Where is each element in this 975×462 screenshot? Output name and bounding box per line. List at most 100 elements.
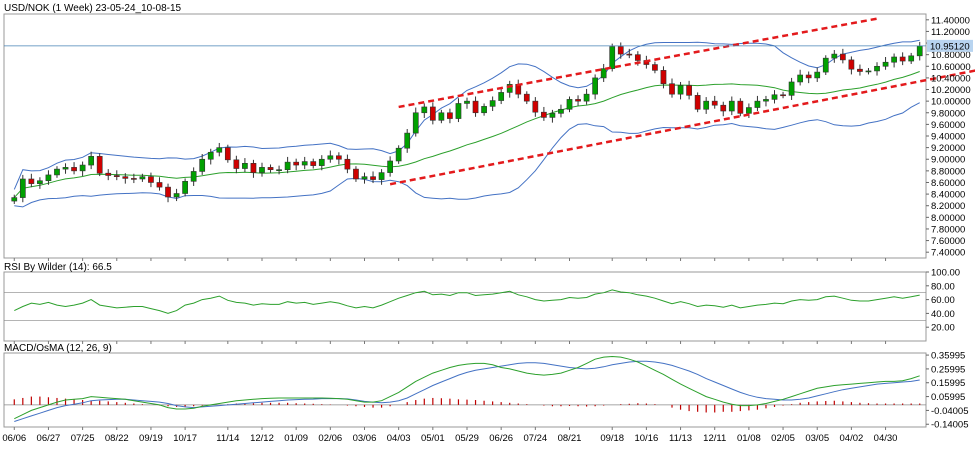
candle[interactable] — [728, 96, 735, 116]
candle[interactable] — [378, 169, 385, 185]
candle[interactable] — [609, 43, 616, 72]
candle[interactable] — [891, 53, 897, 68]
candle[interactable] — [242, 158, 248, 173]
candle[interactable] — [224, 144, 231, 163]
candle[interactable] — [182, 178, 188, 197]
candle[interactable] — [412, 107, 419, 137]
candle[interactable] — [404, 129, 411, 153]
candle[interactable] — [165, 183, 171, 203]
candle[interactable] — [669, 78, 675, 98]
candle[interactable] — [489, 96, 496, 112]
candle[interactable] — [130, 173, 137, 184]
candle[interactable] — [199, 154, 206, 175]
candle[interactable] — [37, 177, 43, 189]
candle[interactable] — [11, 194, 18, 204]
candle[interactable] — [720, 101, 727, 117]
candle[interactable] — [686, 80, 692, 100]
candle[interactable] — [839, 48, 846, 64]
candle[interactable] — [822, 55, 829, 75]
candle[interactable] — [754, 95, 761, 112]
candle[interactable] — [250, 159, 257, 178]
candle[interactable] — [387, 156, 393, 177]
candle[interactable] — [276, 165, 282, 175]
candle[interactable] — [361, 172, 368, 184]
candle[interactable] — [233, 155, 240, 174]
candle[interactable] — [797, 69, 804, 86]
candle[interactable] — [660, 66, 667, 89]
candle[interactable] — [293, 158, 300, 171]
candle[interactable] — [353, 166, 359, 182]
candle[interactable] — [139, 173, 146, 182]
candle[interactable] — [62, 163, 69, 174]
candle[interactable] — [216, 142, 223, 157]
candle[interactable] — [370, 171, 376, 184]
candle[interactable] — [481, 103, 487, 116]
candle[interactable] — [173, 188, 180, 202]
candle[interactable] — [88, 151, 95, 170]
candle[interactable] — [79, 161, 86, 177]
candle[interactable] — [113, 170, 120, 181]
candle[interactable] — [617, 42, 624, 59]
candle[interactable] — [865, 68, 872, 75]
candle[interactable] — [259, 162, 265, 177]
candle[interactable] — [429, 102, 436, 125]
candle[interactable] — [148, 172, 154, 188]
candle[interactable] — [549, 109, 556, 123]
upper-channel-trendline[interactable] — [398, 17, 878, 109]
candle[interactable] — [677, 81, 684, 100]
candle[interactable] — [899, 52, 906, 66]
candle[interactable] — [96, 153, 103, 177]
candle[interactable] — [558, 104, 564, 118]
candle[interactable] — [874, 62, 880, 76]
candle[interactable] — [395, 145, 402, 164]
candle[interactable] — [805, 71, 812, 84]
candle[interactable] — [344, 154, 351, 174]
candle[interactable] — [541, 106, 547, 121]
candle[interactable] — [626, 48, 633, 59]
candle[interactable] — [652, 61, 658, 74]
candle[interactable] — [318, 155, 325, 171]
candle[interactable] — [788, 77, 795, 100]
candle[interactable] — [592, 74, 598, 100]
candle[interactable] — [207, 148, 214, 165]
candle[interactable] — [848, 56, 855, 75]
candle[interactable] — [122, 173, 129, 184]
candle[interactable] — [455, 98, 462, 123]
candle[interactable] — [694, 92, 701, 113]
lower-channel-trendline[interactable] — [389, 69, 975, 186]
candle[interactable] — [28, 173, 35, 188]
candle[interactable] — [908, 52, 915, 64]
candle[interactable] — [506, 80, 513, 98]
candle[interactable] — [523, 91, 530, 105]
candle[interactable] — [600, 63, 607, 82]
candle[interactable] — [780, 91, 786, 99]
candle[interactable] — [575, 95, 581, 106]
candle[interactable] — [447, 108, 453, 124]
candle[interactable] — [421, 103, 428, 118]
candle[interactable] — [45, 170, 52, 185]
rsi-panel[interactable] — [4, 289, 926, 321]
candle[interactable] — [284, 156, 291, 174]
candle[interactable] — [71, 162, 77, 175]
candle[interactable] — [857, 64, 863, 76]
candle[interactable] — [532, 97, 539, 117]
candle[interactable] — [703, 97, 710, 114]
candle[interactable] — [882, 56, 889, 70]
candle[interactable] — [301, 156, 308, 170]
candle[interactable] — [583, 88, 590, 105]
candle[interactable] — [737, 98, 744, 117]
candle[interactable] — [54, 166, 60, 178]
candle[interactable] — [156, 177, 163, 191]
candle[interactable] — [310, 158, 317, 169]
candle[interactable] — [763, 95, 769, 107]
candle[interactable] — [438, 109, 445, 124]
candle[interactable] — [336, 152, 342, 165]
candle[interactable] — [19, 174, 26, 203]
candle[interactable] — [566, 96, 573, 113]
candle[interactable] — [105, 169, 112, 181]
macd-panel[interactable] — [4, 355, 926, 422]
candle[interactable] — [327, 150, 334, 163]
candle[interactable] — [190, 167, 197, 186]
candle[interactable] — [472, 96, 479, 117]
